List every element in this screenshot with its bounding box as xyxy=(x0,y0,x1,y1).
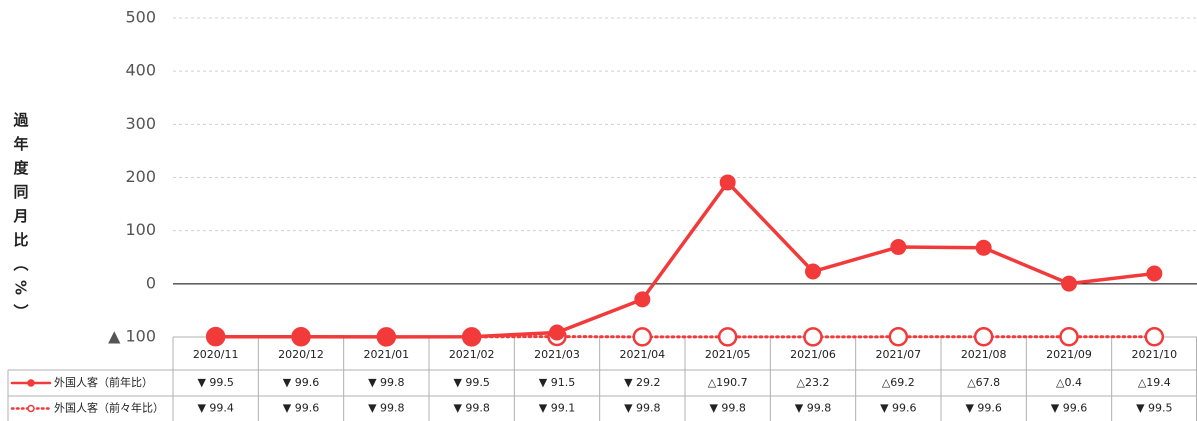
series-line xyxy=(213,179,1157,339)
table-cell: ▼ 99.6 xyxy=(283,402,319,415)
y-tick-label: 500 xyxy=(125,8,156,27)
legend-marker xyxy=(27,404,35,413)
y-tick-label: ▲ 100 xyxy=(108,327,156,346)
x-tick-label: 2021/06 xyxy=(790,348,836,361)
data-point xyxy=(549,324,565,341)
data-point xyxy=(1144,326,1165,347)
table-cell: ▼ 99.5 xyxy=(1136,402,1172,415)
table-cell: ▼ 99.8 xyxy=(368,376,404,389)
data-point xyxy=(973,327,994,347)
legend-marker xyxy=(27,379,35,387)
table-cell: ▼ 99.6 xyxy=(880,402,916,415)
x-tick-label: 2020/11 xyxy=(193,348,239,361)
data-point xyxy=(803,327,823,347)
y-tick-label: 300 xyxy=(125,114,156,133)
data-point xyxy=(207,328,224,345)
data-point xyxy=(293,328,309,345)
legend-label: 外国人客（前々年比） xyxy=(54,401,164,415)
table-cell: ▼ 99.8 xyxy=(795,402,831,415)
x-tick-label: 2021/08 xyxy=(961,348,1007,361)
data-point xyxy=(1059,327,1079,347)
table-cell: ▼ 99.5 xyxy=(197,376,233,389)
y-tick-label: 200 xyxy=(125,167,156,186)
table-cell: △0.4 xyxy=(1056,376,1082,389)
data-point xyxy=(632,327,653,347)
data-point xyxy=(888,327,909,347)
table-cell: ▼ 99.6 xyxy=(283,376,319,389)
table-cell: ▼ 91.5 xyxy=(539,376,575,389)
table-cell: ▼ 99.6 xyxy=(965,402,1001,415)
x-tick-label: 2021/07 xyxy=(875,348,921,361)
table-cell: ▼ 99.8 xyxy=(368,402,404,415)
y-axis-label: 過年度同月比（%） xyxy=(12,112,30,328)
x-tick-label: 2021/10 xyxy=(1131,348,1177,361)
y-tick-label: 0 xyxy=(146,273,156,292)
table-cell: ▼ 29.2 xyxy=(624,376,660,389)
table-cell: ▼ 99.6 xyxy=(1051,402,1087,415)
table-cell: ▼ 99.5 xyxy=(453,376,489,389)
data-point xyxy=(463,328,480,345)
legend-label: 外国人客（前年比） xyxy=(54,375,153,389)
x-tick-label: 2020/12 xyxy=(278,348,324,361)
x-tick-label: 2021/09 xyxy=(1046,348,1092,361)
data-point xyxy=(1061,275,1077,292)
data-point xyxy=(890,239,907,256)
data-point xyxy=(717,327,738,347)
table-cell: △67.8 xyxy=(967,376,1000,389)
table-cell: ▼ 99.8 xyxy=(624,402,660,415)
table-cell: △19.4 xyxy=(1138,376,1171,389)
data-point xyxy=(719,174,736,191)
data-point xyxy=(634,291,651,308)
x-tick-label: 2021/05 xyxy=(705,348,751,361)
table-cell: ▼ 99.8 xyxy=(709,402,745,415)
data-point xyxy=(378,328,395,345)
x-tick-label: 2021/02 xyxy=(449,348,495,361)
data-point xyxy=(1146,265,1163,282)
table-cell: ▼ 99.8 xyxy=(453,402,489,415)
table-cell: △23.2 xyxy=(797,376,830,389)
data-point xyxy=(805,263,821,280)
table-cell: ▼ 99.4 xyxy=(197,402,233,415)
table-cell: ▼ 99.1 xyxy=(539,402,575,415)
x-tick-label: 2021/04 xyxy=(619,348,665,361)
data-point xyxy=(975,239,992,256)
x-tick-label: 2021/01 xyxy=(363,348,409,361)
table-cell: △190.7 xyxy=(708,376,748,389)
table-cell: △69.2 xyxy=(882,376,915,389)
x-tick-label: 2021/03 xyxy=(534,348,580,361)
y-tick-label: 100 xyxy=(125,220,156,239)
y-tick-label: 400 xyxy=(125,61,156,80)
